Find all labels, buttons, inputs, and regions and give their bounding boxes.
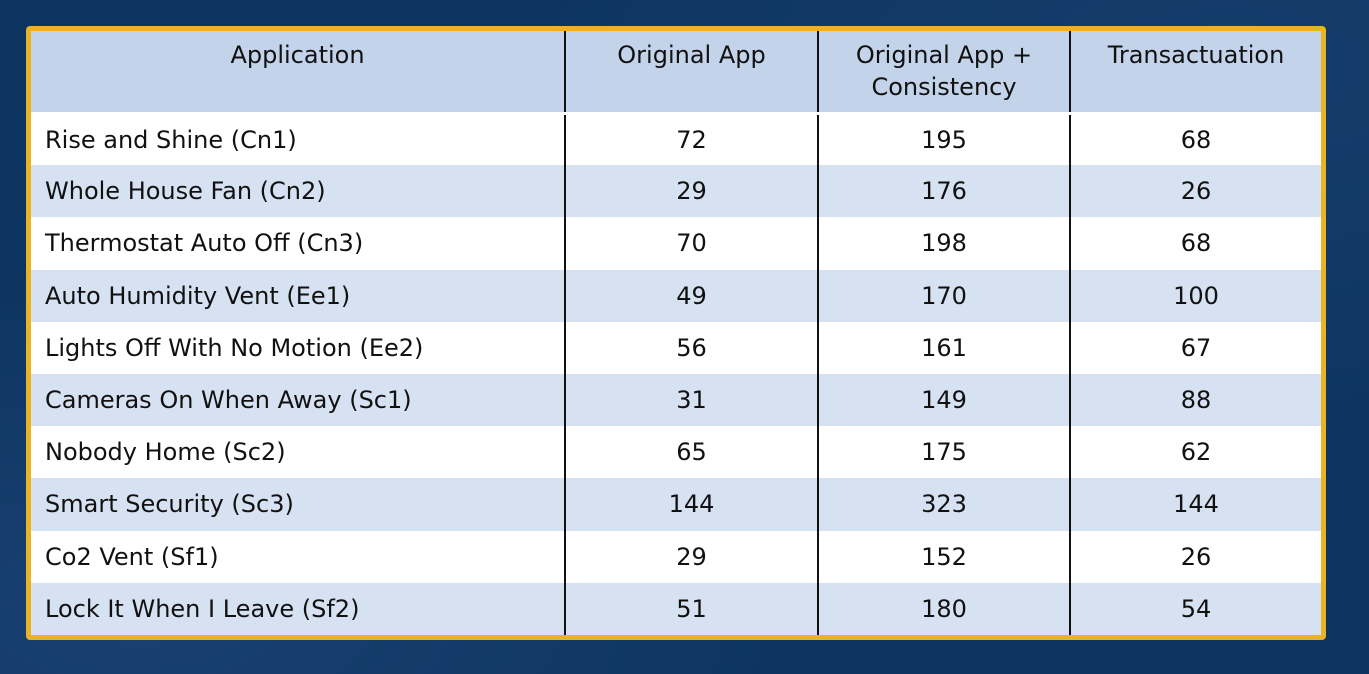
- cell-original-app: 51: [564, 582, 818, 635]
- cell-transactuation: 62: [1069, 426, 1321, 479]
- cell-application: Co2 Vent (Sf1): [31, 530, 565, 583]
- cell-consistency: 149: [817, 373, 1070, 427]
- cell-consistency: 152: [817, 530, 1070, 583]
- cell-original-app: 49: [564, 269, 818, 322]
- cell-consistency: 161: [817, 321, 1070, 374]
- cell-consistency: 175: [817, 426, 1070, 479]
- cell-application: Auto Humidity Vent (Ee1): [31, 269, 565, 322]
- cell-transactuation: 67: [1069, 321, 1321, 374]
- table-row: Co2 Vent (Sf1) 29 152 26: [31, 530, 1321, 583]
- cell-original-app: 70: [564, 217, 818, 270]
- cell-transactuation: 26: [1069, 165, 1321, 218]
- header-transactuation: Transactuation: [1069, 31, 1321, 115]
- cell-application: Cameras On When Away (Sc1): [31, 373, 565, 427]
- header-original-app-consistency: Original App + Consistency: [817, 31, 1070, 115]
- cell-original-app: 31: [564, 373, 818, 427]
- cell-transactuation: 144: [1069, 478, 1321, 531]
- cell-transactuation: 68: [1069, 217, 1321, 270]
- table-row: Lock It When I Leave (Sf2) 51 180 54: [31, 582, 1321, 635]
- results-table: Application Original App Original App + …: [31, 31, 1321, 635]
- cell-transactuation: 54: [1069, 582, 1321, 635]
- cell-application: Whole House Fan (Cn2): [31, 165, 565, 218]
- header-application-line1: Application: [230, 41, 365, 69]
- header-consistency-line2: Consistency: [871, 73, 1017, 101]
- cell-application: Lights Off With No Motion (Ee2): [31, 321, 565, 374]
- cell-transactuation: 68: [1069, 113, 1321, 166]
- cell-consistency: 198: [817, 217, 1070, 270]
- header-consistency-line1: Original App +: [855, 41, 1033, 69]
- header-original-app-line1: Original App: [617, 41, 766, 69]
- cell-original-app: 56: [564, 321, 818, 374]
- cell-consistency: 180: [817, 582, 1070, 635]
- cell-consistency: 323: [817, 478, 1070, 531]
- cell-application: Smart Security (Sc3): [31, 478, 565, 531]
- table-row: Thermostat Auto Off (Cn3) 70 198 68: [31, 217, 1321, 270]
- header-original-app: Original App: [564, 31, 818, 115]
- header-application: Application: [31, 31, 565, 115]
- cell-consistency: 195: [817, 113, 1070, 166]
- cell-application: Nobody Home (Sc2): [31, 426, 565, 479]
- cell-application: Thermostat Auto Off (Cn3): [31, 217, 565, 270]
- table-row: Lights Off With No Motion (Ee2) 56 161 6…: [31, 321, 1321, 374]
- cell-original-app: 65: [564, 426, 818, 479]
- table-row: Cameras On When Away (Sc1) 31 149 88: [31, 373, 1321, 427]
- cell-transactuation: 100: [1069, 269, 1321, 322]
- cell-application: Lock It When I Leave (Sf2): [31, 582, 565, 635]
- cell-transactuation: 88: [1069, 373, 1321, 427]
- cell-original-app: 29: [564, 530, 818, 583]
- header-row: Application Original App Original App + …: [31, 31, 1321, 115]
- cell-original-app: 72: [564, 113, 818, 166]
- table-row: Auto Humidity Vent (Ee1) 49 170 100: [31, 269, 1321, 322]
- cell-consistency: 176: [817, 165, 1070, 218]
- cell-application: Rise and Shine (Cn1): [31, 113, 565, 166]
- table-frame: Application Original App Original App + …: [26, 26, 1326, 640]
- cell-consistency: 170: [817, 269, 1070, 322]
- cell-transactuation: 26: [1069, 530, 1321, 583]
- cell-original-app: 29: [564, 165, 818, 218]
- table-row: Nobody Home (Sc2) 65 175 62: [31, 426, 1321, 479]
- header-transactuation-line1: Transactuation: [1107, 41, 1285, 69]
- table-row: Smart Security (Sc3) 144 323 144: [31, 478, 1321, 531]
- table-row: Whole House Fan (Cn2) 29 176 26: [31, 165, 1321, 218]
- cell-original-app: 144: [564, 478, 818, 531]
- table-row: Rise and Shine (Cn1) 72 195 68: [31, 113, 1321, 166]
